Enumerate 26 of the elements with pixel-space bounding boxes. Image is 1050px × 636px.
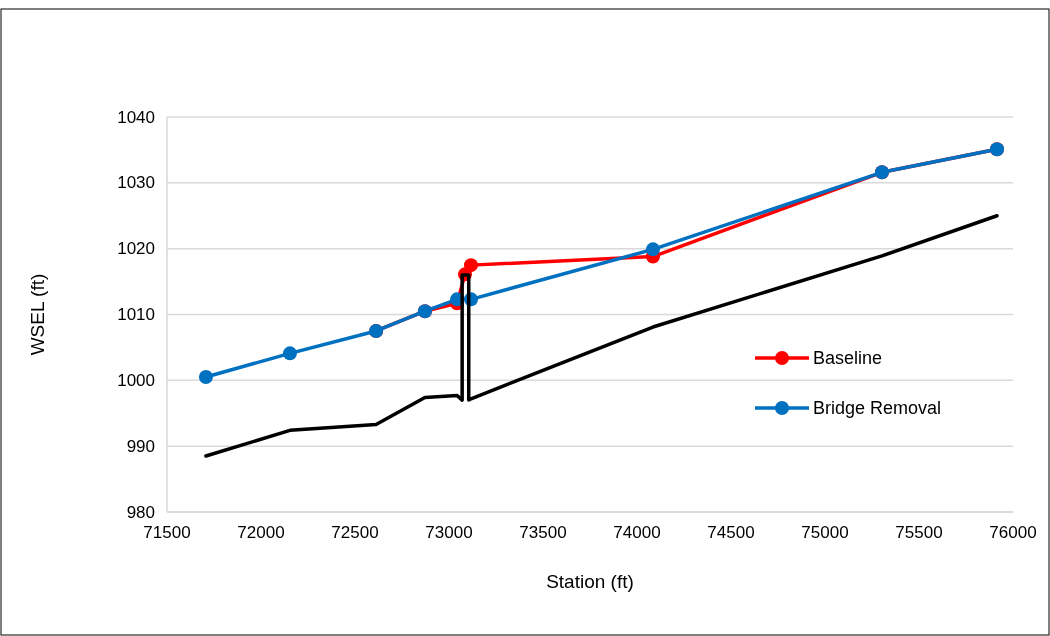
y-tick-label: 1010 (117, 305, 155, 324)
x-tick-label: 75000 (801, 523, 849, 542)
x-tick-label: 73000 (425, 523, 473, 542)
point (645, 242, 660, 257)
y-axis-title: WSEL (ft) (27, 273, 48, 356)
point (464, 258, 478, 273)
y-tick-label: 990 (126, 436, 155, 456)
legend-label: Bridge Removal (813, 398, 942, 418)
y-tick-label: 1000 (117, 370, 155, 390)
y-tick-label: 1040 (117, 107, 155, 127)
x-tick-label: 74000 (613, 523, 661, 542)
x-tick-label: 73500 (519, 523, 567, 542)
point (198, 370, 213, 385)
y-tick-label: 1030 (117, 173, 155, 193)
x-tick-label: 75500 (895, 523, 943, 542)
x-tick-label: 76000 (989, 523, 1037, 542)
x-tick-label: 71500 (143, 523, 191, 542)
x-axis-title: Station (ft) (546, 571, 634, 592)
line-series (204, 214, 999, 458)
x-tick-label: 74500 (707, 523, 755, 542)
legend-label: Baseline (813, 348, 883, 368)
point (282, 346, 297, 361)
y-tick-label: 980 (126, 502, 155, 522)
x-tick-label: 72500 (331, 523, 379, 542)
y-tick-label: 1020 (117, 239, 155, 259)
x-tick-label: 72000 (237, 523, 285, 542)
